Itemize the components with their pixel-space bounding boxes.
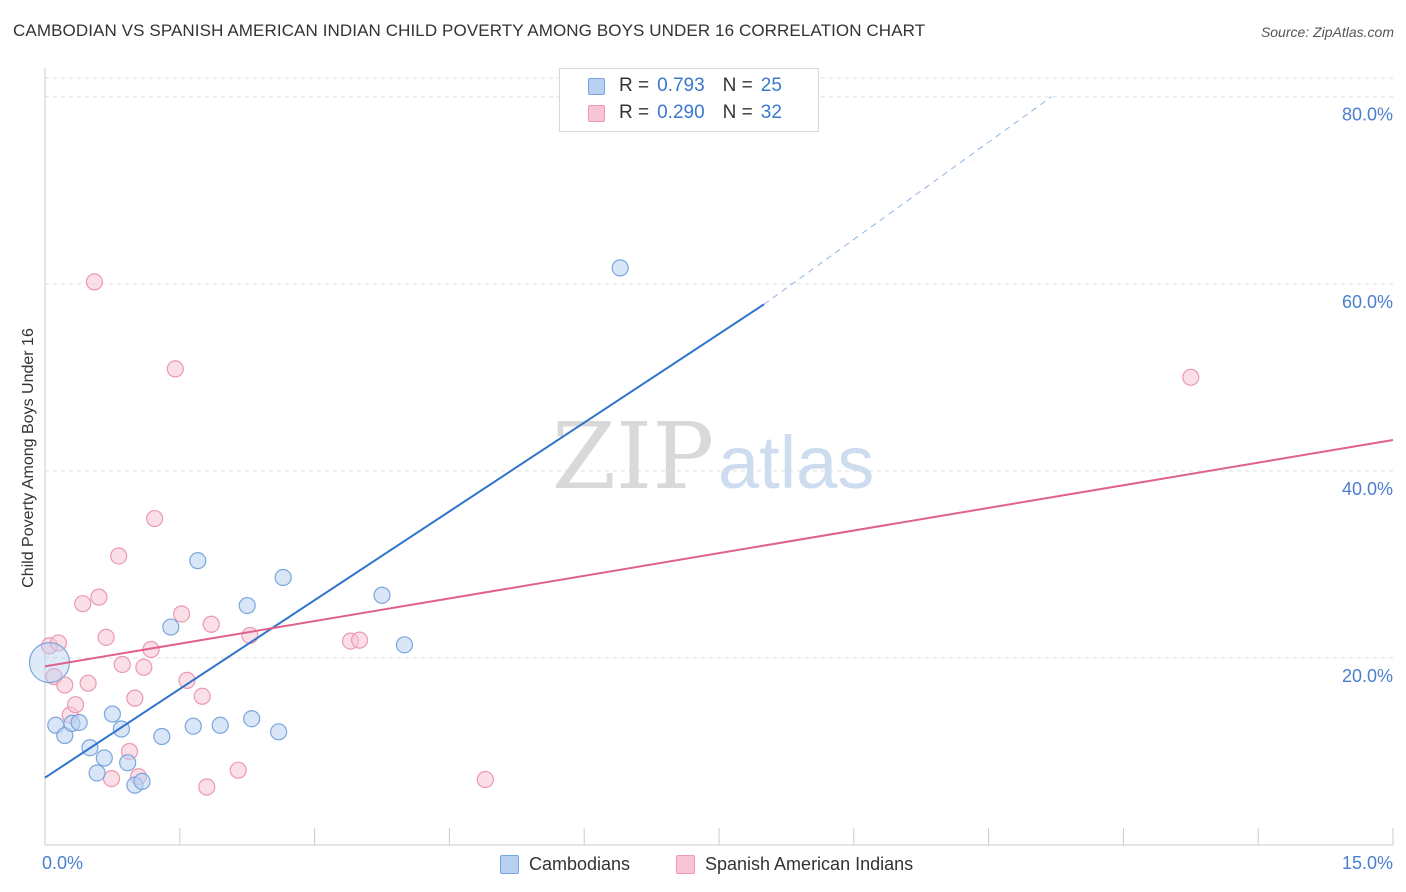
- legend-r-value: 0.290: [657, 102, 705, 123]
- spanish-american-indian-point: [97, 628, 115, 646]
- cambodian-point: [103, 705, 122, 723]
- x-tick-label: 15.0%: [1342, 853, 1393, 873]
- spanish-american-indian-point: [102, 769, 121, 788]
- y-axis-label: Child Poverty Among Boys Under 16: [20, 328, 37, 588]
- watermark-atlas: atlas: [718, 421, 874, 504]
- cambodian-point: [95, 749, 113, 767]
- cambodian-point: [133, 772, 151, 790]
- grid-layer: [45, 77, 1393, 659]
- axis-layer: [44, 68, 1394, 846]
- legend-n-label: N =: [722, 102, 753, 123]
- spanish-american-indian-point: [90, 588, 108, 606]
- spanish-american-indian-point: [198, 778, 216, 796]
- spanish-american-indian-point: [85, 273, 104, 291]
- legend-r-label: R =: [619, 102, 650, 123]
- legend-r-label: R =: [619, 75, 650, 96]
- spanish-american-indian-point: [202, 615, 220, 633]
- cambodian-point: [274, 568, 292, 587]
- spanish-american-indian-point: [172, 605, 191, 623]
- watermark-zip: ZIP: [552, 403, 714, 510]
- cambodian-point: [238, 596, 256, 615]
- bottom-legend-label-cambodians: Cambodians: [529, 853, 631, 874]
- y-tick-label: 60.0%: [1342, 292, 1393, 312]
- spanish-american-indian-point: [178, 671, 196, 689]
- spanish-american-indian-point: [1182, 368, 1200, 386]
- spanish-american-indian-point: [56, 676, 74, 694]
- spanish-american-indian-point: [79, 674, 97, 692]
- cambodian-point: [184, 717, 202, 735]
- spanish-american-indian-point: [126, 689, 144, 707]
- watermark: ZIP atlas: [552, 403, 874, 510]
- cambodian-point: [153, 727, 171, 746]
- y-tick-label: 40.0%: [1342, 479, 1393, 499]
- legend-swatch-cambodians: [588, 77, 605, 95]
- y-tick-label: 80.0%: [1342, 105, 1393, 125]
- cambodian-point: [243, 710, 261, 728]
- spanish-american-indian-point: [193, 687, 211, 705]
- cambodian-point: [373, 586, 391, 604]
- cambodian-point: [270, 723, 288, 741]
- bottom-legend-swatch-cambodians: [500, 854, 519, 874]
- cambodian-trend-extension: [763, 96, 1052, 305]
- cambodian-point: [162, 618, 180, 636]
- cambodian-point: [211, 716, 229, 734]
- cambodian-point: [395, 636, 414, 654]
- x-tick-label: 0.0%: [42, 853, 83, 873]
- legend-row-spanish-american-indians: R = 0.290 N = 32: [588, 101, 800, 125]
- spanish-american-indian-trend-line: [44, 439, 1394, 668]
- trend-layer: [44, 96, 1394, 779]
- cambodian-point: [611, 259, 629, 277]
- legend-n-label: N =: [722, 75, 753, 96]
- legend-r-value: 0.793: [657, 75, 705, 96]
- spanish-american-indian-point: [229, 761, 247, 779]
- cambodian-point: [119, 754, 137, 772]
- cambodian-point: [189, 552, 207, 570]
- spanish-american-indian-point: [241, 626, 259, 645]
- label-layer: 20.0% 40.0% 60.0% 80.0% 0.0% 15.0% Child Pover…: [20, 105, 1393, 873]
- legend-row-cambodians: R = 0.793 N = 25: [588, 74, 800, 98]
- correlation-legend: R = 0.793 N = 25 R = 0.290 N = 32: [559, 68, 819, 132]
- legend-swatch-spanish-american-indians: [588, 104, 605, 122]
- spanish-american-indian-point: [146, 509, 164, 528]
- spanish-american-indian-point: [350, 631, 369, 649]
- spanish-american-indian-point: [66, 696, 85, 714]
- bottom-legend-label-spanish-american-indians: Spanish American Indians: [705, 853, 914, 874]
- source-label: Source: ZipAtlas.com: [1260, 24, 1394, 40]
- cambodian-point: [88, 764, 106, 782]
- spanish-american-indian-point: [476, 770, 494, 789]
- legend-n-value: 32: [760, 102, 782, 123]
- cambodian-point: [70, 713, 88, 732]
- spanish-american-indian-point: [166, 360, 184, 378]
- y-tick-label: 20.0%: [1342, 666, 1393, 686]
- spanish-american-indian-point: [113, 655, 131, 674]
- chart-title: CAMBODIAN VS SPANISH AMERICAN INDIAN CHI…: [13, 21, 926, 40]
- bottom-legend-cambodians[interactable]: Cambodians: [500, 852, 630, 876]
- spanish-american-indian-point: [74, 595, 92, 613]
- spanish-american-indian-point: [110, 547, 128, 565]
- points-layer: [28, 259, 1200, 796]
- bottom-legend-spanish-american-indians[interactable]: Spanish American Indians: [676, 852, 913, 876]
- legend-n-value: 25: [760, 75, 782, 96]
- spanish-american-indian-point: [135, 658, 153, 676]
- cambodian-trend-line: [44, 303, 765, 779]
- bottom-legend-swatch-spanish-american-indians: [676, 854, 695, 874]
